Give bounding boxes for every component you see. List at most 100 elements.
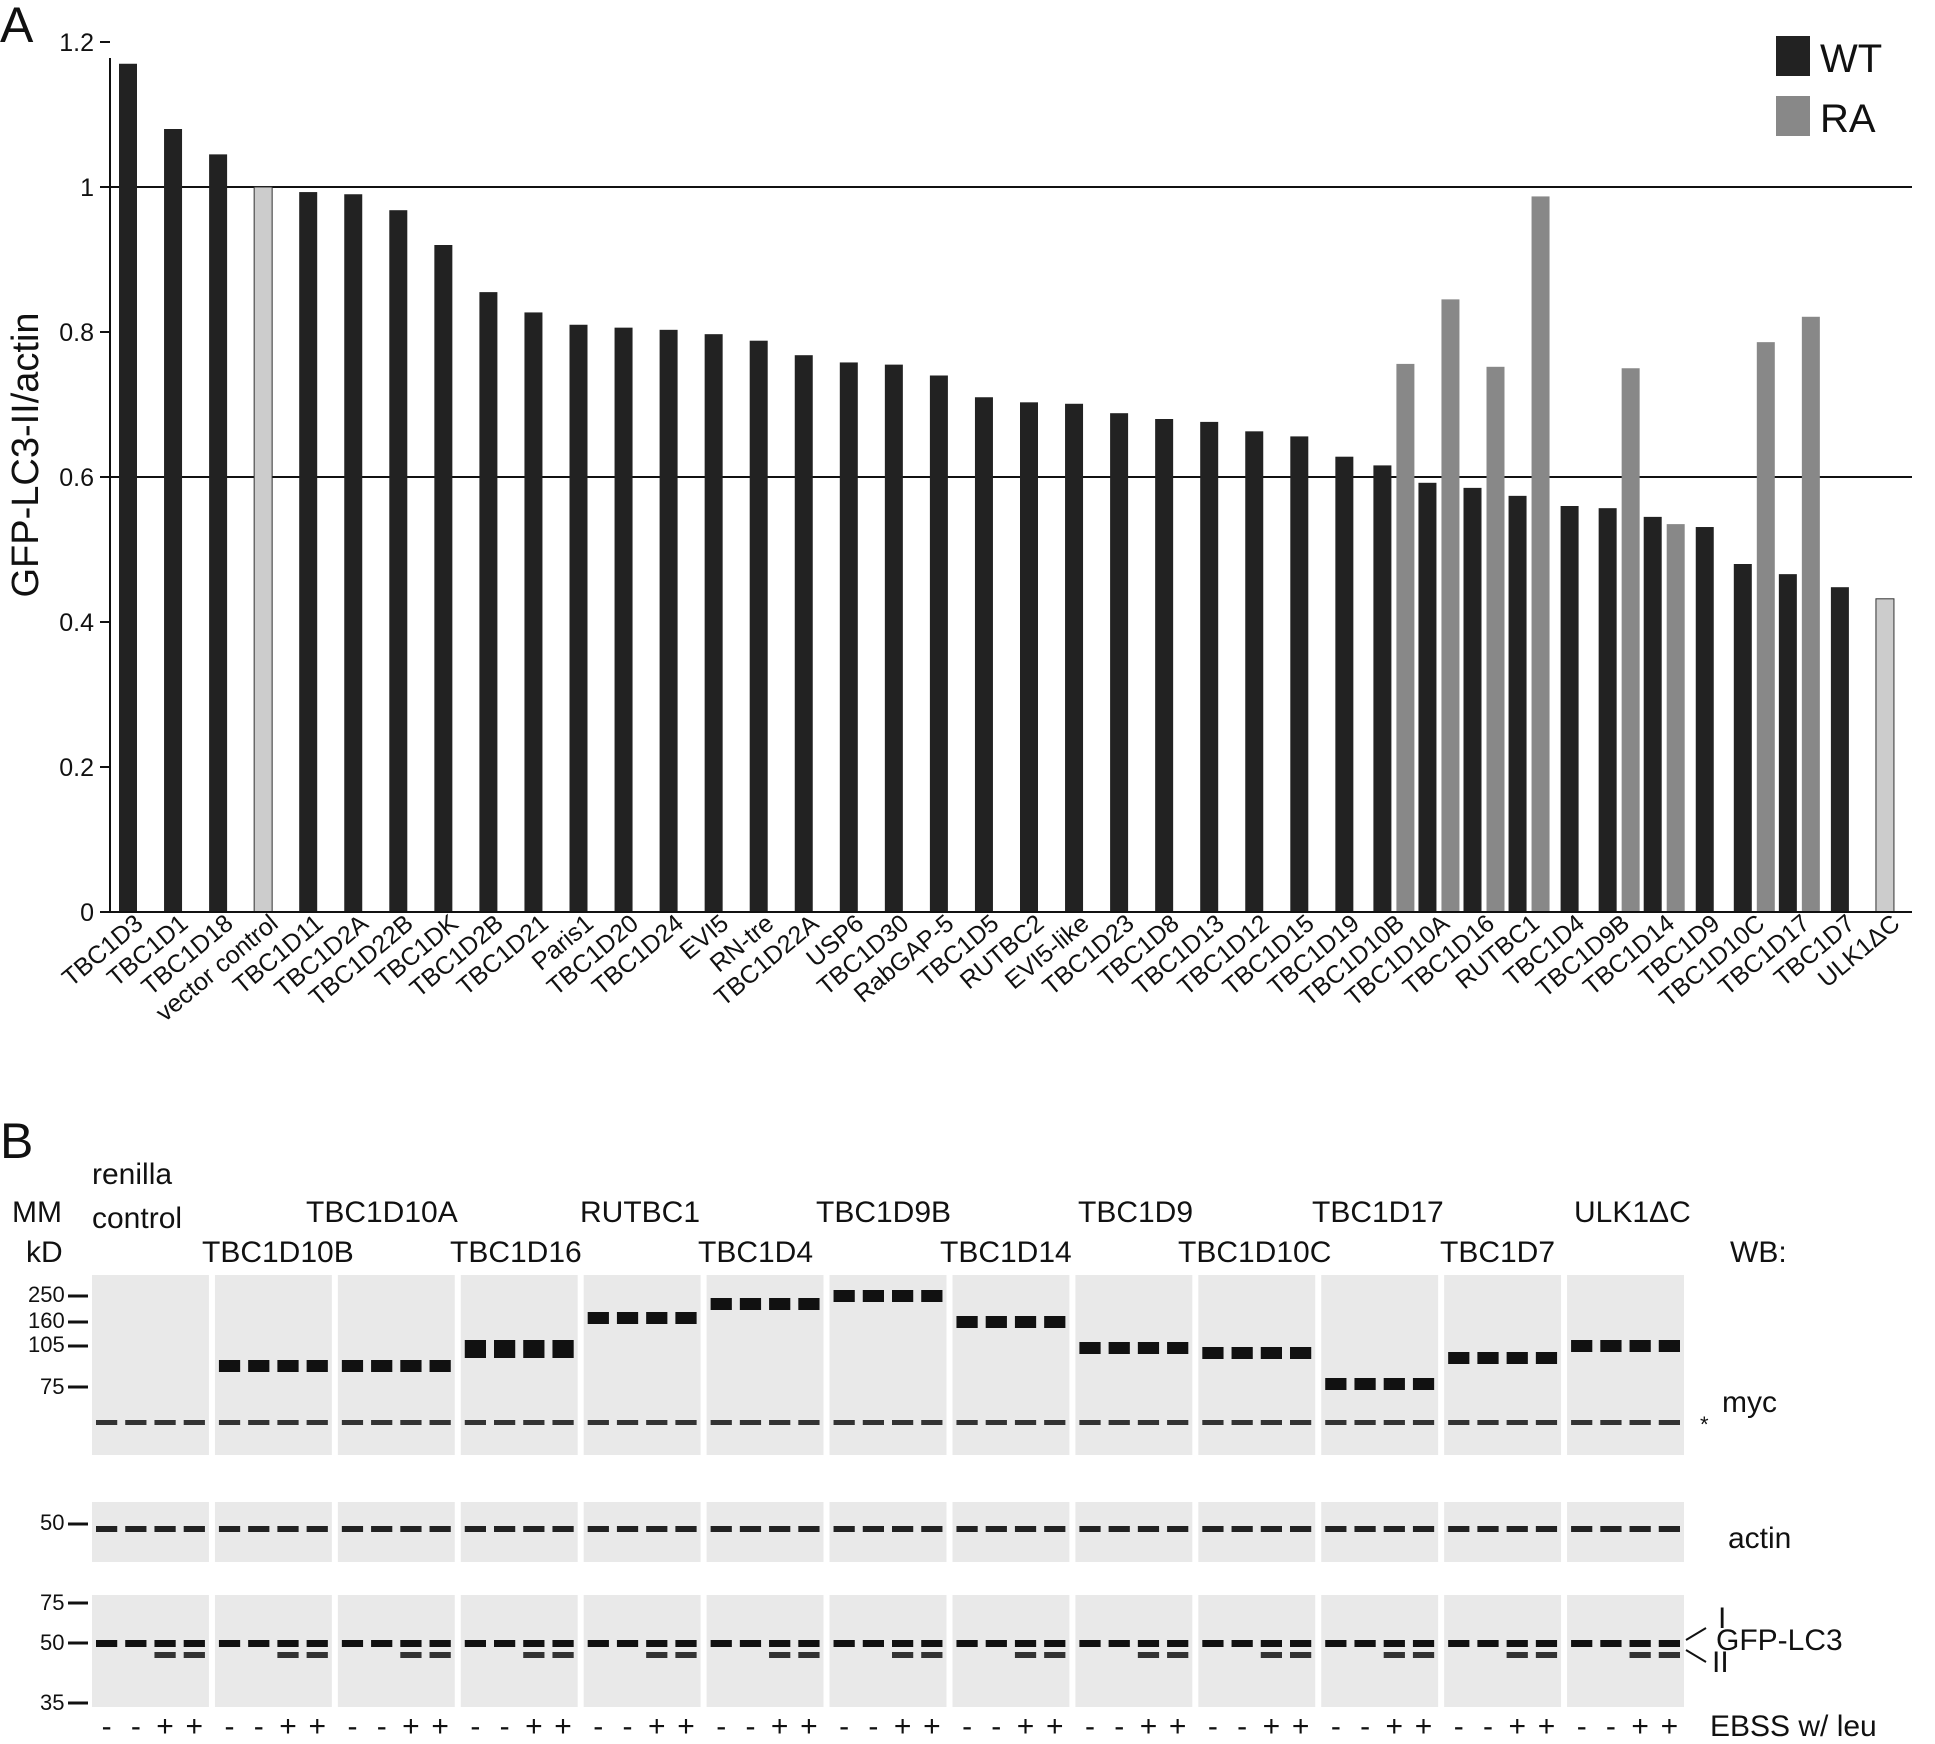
row-label-gfp-lc3: GFP-LC3 [1716,1624,1843,1657]
band [219,1640,240,1647]
band [1600,1526,1621,1532]
band [1600,1340,1621,1352]
bar-wt [795,355,813,912]
bar-ra [1487,367,1505,912]
label-tbc1d10b: TBC1D10B [202,1236,354,1269]
band [798,1640,819,1647]
band [248,1640,269,1647]
band [1167,1640,1188,1647]
band [1015,1420,1036,1425]
band [646,1652,667,1658]
treatment-sign: + [156,1710,174,1743]
legend: WT RA [1776,36,1882,141]
band [1167,1652,1188,1658]
band [430,1640,451,1647]
blot-panel-gfp-lc3 [1075,1595,1192,1707]
mw-105: 105 [28,1332,65,1357]
treatment-sign: - [623,1710,633,1743]
treatment-row: - - + + - - + + - - + + - - + + - - + + - - + + - - + + - - + + - - + + - - + +… [102,1710,1679,1743]
blot-panel-gfp-lc3 [952,1595,1069,1707]
band [1167,1526,1188,1532]
treatment-sign: + [677,1710,695,1743]
reference-lines [110,187,1912,477]
band [675,1640,696,1647]
wb-header: WB: [1730,1236,1787,1269]
band [1325,1526,1346,1532]
band [96,1640,117,1647]
western-blot: MM kD WB: renilla control TBC1D10A RUTBC… [12,1158,1877,1743]
treatment-sign: + [648,1710,666,1743]
bar-wt [1110,413,1128,912]
mw-75-myc: 75 [40,1374,64,1399]
mw-ticks [68,1296,88,1703]
blot-panel-myc [1567,1275,1684,1455]
label-tbc1d9b: TBC1D9B [816,1196,951,1229]
band [307,1652,328,1658]
band [342,1360,363,1372]
band [465,1340,486,1358]
band [1079,1526,1100,1532]
y-tick-label: 1 [80,174,94,202]
band [834,1526,855,1532]
label-tbc1d10c: TBC1D10C [1178,1236,1331,1269]
band [769,1298,790,1310]
band [1015,1652,1036,1658]
mm-header: MM [12,1196,62,1229]
bar-wt [1644,517,1662,912]
mw-50-lc3: 50 [40,1630,64,1655]
band-label-i: I [1718,1602,1726,1635]
band [523,1340,544,1358]
band-pointers [1686,1628,1706,1662]
band [1630,1640,1651,1647]
blot-panel-myc [1075,1275,1192,1455]
band [96,1526,117,1532]
y-tick-label: 0 [80,899,94,927]
label-renilla: renilla [92,1158,172,1191]
band [1448,1352,1469,1364]
asterisk: * [1700,1412,1709,1437]
band [1507,1640,1528,1647]
treatment-sign: - [1360,1710,1370,1743]
bar-ra [1441,299,1459,912]
blot-panel-gfp-lc3 [215,1595,332,1707]
band [219,1420,240,1425]
treatment-sign: + [1169,1710,1187,1743]
band [1167,1420,1188,1425]
band [1138,1342,1159,1354]
bars [119,64,1894,912]
band [1477,1352,1498,1364]
band [1354,1640,1375,1647]
band [675,1312,696,1324]
label-tbc1d7: TBC1D7 [1440,1236,1555,1269]
bar-ra [1667,524,1685,912]
band [1079,1420,1100,1425]
band [1354,1526,1375,1532]
y-tick-label: 1.2 [59,29,94,57]
y-tick-label: 0.8 [59,319,94,347]
bar-wt [1200,422,1218,912]
treatment-sign: - [1454,1710,1464,1743]
band [646,1526,667,1532]
band [740,1420,761,1425]
band [834,1420,855,1425]
band [1109,1526,1130,1532]
mw-35-lc3: 35 [40,1690,64,1715]
band [1413,1652,1434,1658]
treatment-sign: - [991,1710,1001,1743]
band [1448,1420,1469,1425]
treatment-sign: + [1046,1710,1064,1743]
mw-50-actin: 50 [40,1510,64,1535]
bar-wt [1561,506,1579,912]
band [1079,1640,1100,1647]
bar-wt [164,129,182,912]
blot-panels [92,1275,1684,1707]
bar-wt [1509,496,1527,912]
blot-panel-myc [92,1275,209,1455]
band [892,1420,913,1425]
bar-ra [1802,317,1820,912]
band [1536,1526,1557,1532]
label-control: control [92,1202,182,1235]
treatment-sign: - [254,1710,264,1743]
band [1536,1352,1557,1364]
